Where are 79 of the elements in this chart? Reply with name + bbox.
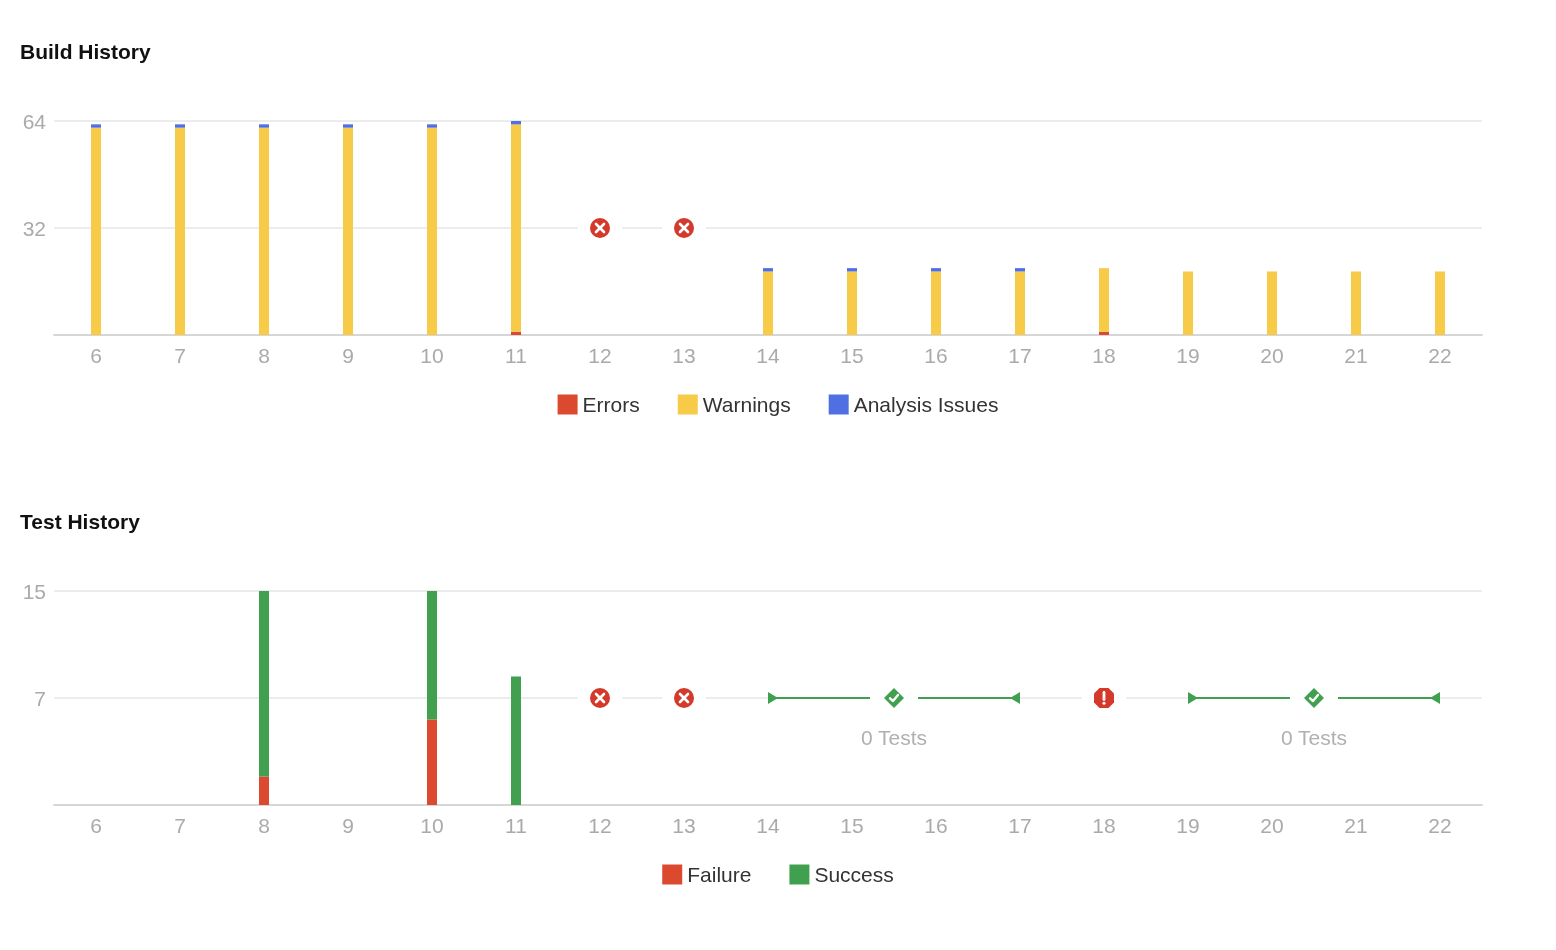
- annotation: 0 Tests: [1280, 726, 1348, 750]
- bar: [91, 127, 101, 335]
- x-tick-label: 14: [756, 814, 780, 837]
- bar: [1183, 271, 1193, 335]
- x-tick-label: 21: [1344, 814, 1368, 837]
- bar: [175, 127, 185, 335]
- bar: [343, 127, 353, 335]
- bar: [931, 268, 941, 272]
- x-tick-label: 7: [174, 344, 186, 367]
- x-tick-label: 11: [505, 814, 527, 837]
- y-tick-label: 15: [22, 579, 46, 603]
- x-tick-label: 20: [1260, 814, 1284, 837]
- bar: [1267, 271, 1277, 335]
- bar: [763, 271, 773, 335]
- annotation: 0 Tests: [860, 726, 928, 750]
- legend-label: Errors: [582, 393, 640, 416]
- bar: [511, 124, 521, 332]
- bar: [511, 331, 521, 335]
- bar: [427, 127, 437, 335]
- bar: [511, 676, 521, 805]
- bar: [931, 271, 941, 335]
- bar: [259, 124, 269, 128]
- bar: [763, 268, 773, 272]
- x-tick-label: 21: [1344, 344, 1368, 367]
- bar: [427, 719, 437, 805]
- chart-title: Build History: [20, 40, 151, 64]
- bar: [343, 124, 353, 128]
- legend-label: Warnings: [702, 393, 791, 416]
- legend-label: Success: [814, 863, 894, 886]
- x-tick-label: 18: [1092, 344, 1116, 367]
- chart-title: Test History: [20, 510, 140, 534]
- bar: [1351, 271, 1361, 335]
- bar: [847, 271, 857, 335]
- x-tick-label: 14: [756, 344, 780, 367]
- x-tick-label: 22: [1428, 814, 1452, 837]
- x-tick-label: 8: [258, 814, 270, 837]
- legend-label: Failure: [687, 863, 752, 886]
- x-tick-label: 15: [840, 344, 864, 367]
- x-tick-label: 16: [924, 344, 948, 367]
- x-tick-label: 19: [1176, 344, 1200, 367]
- bar: [1435, 271, 1445, 335]
- bar: [427, 591, 437, 720]
- bar: [847, 268, 857, 272]
- bar: [259, 127, 269, 335]
- x-tick-label: 7: [174, 814, 186, 837]
- x-tick-label: 22: [1428, 344, 1452, 367]
- x-tick-label: 15: [840, 814, 864, 837]
- x-tick-label: 18: [1092, 814, 1116, 837]
- bar: [175, 124, 185, 128]
- y-tick-label: 7: [34, 686, 46, 710]
- bar: [91, 124, 101, 128]
- x-tick-label: 12: [588, 814, 612, 837]
- bar: [1099, 331, 1109, 335]
- x-tick-label: 19: [1176, 814, 1200, 837]
- x-tick-label: 10: [420, 344, 444, 367]
- x-tick-label: 9: [342, 344, 354, 367]
- x-tick-label: 16: [924, 814, 948, 837]
- x-tick-label: 12: [588, 344, 612, 367]
- x-tick-label: 8: [258, 344, 270, 367]
- y-tick-label: 32: [22, 216, 46, 240]
- x-tick-label: 13: [672, 814, 696, 837]
- legend-label: Analysis Issues: [853, 393, 999, 416]
- bar: [511, 121, 521, 125]
- x-tick-label: 13: [672, 344, 696, 367]
- x-tick-label: 6: [90, 814, 102, 837]
- x-tick-label: 10: [420, 814, 444, 837]
- x-tick-label: 9: [342, 814, 354, 837]
- bar: [259, 776, 269, 805]
- bar: [1015, 268, 1025, 272]
- bar: [259, 591, 269, 777]
- x-tick-label: 6: [90, 344, 102, 367]
- bar: [427, 124, 437, 128]
- bar: [1099, 268, 1109, 332]
- x-tick-label: 17: [1008, 344, 1032, 367]
- x-tick-label: 11: [505, 344, 527, 367]
- x-tick-label: 17: [1008, 814, 1032, 837]
- bar: [1015, 271, 1025, 335]
- x-tick-label: 20: [1260, 344, 1284, 367]
- y-tick-label: 64: [22, 109, 47, 133]
